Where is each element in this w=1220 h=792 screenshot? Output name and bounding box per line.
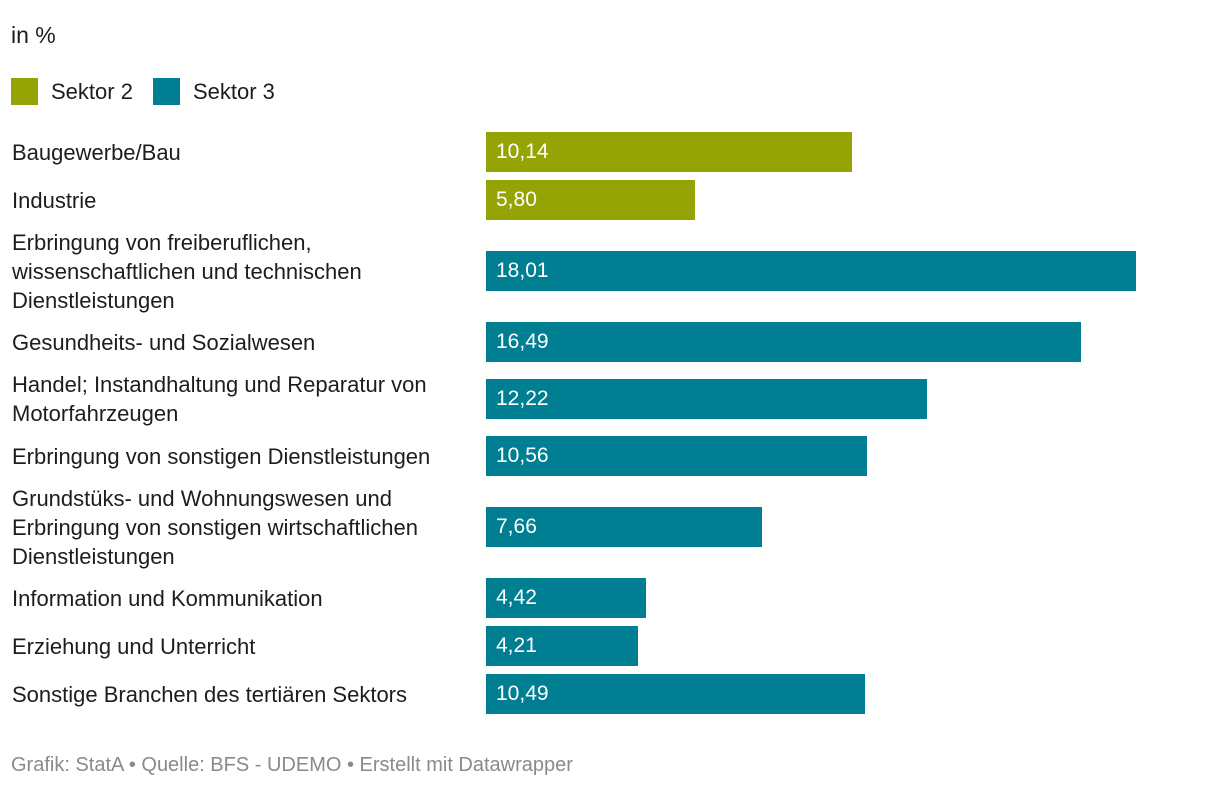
category-label: Information und Kommunikation	[12, 585, 323, 611]
legend-item-sektor-3: Sektor 3	[152, 78, 275, 105]
bar: 12,22	[486, 379, 927, 419]
bar-row: Erziehung und Unterricht 4,21	[0, 624, 1220, 668]
bar: 18,01	[486, 251, 1136, 291]
bar-value-label: 4,42	[496, 586, 537, 609]
bar-row: Baugewerbe/Bau 10,14	[0, 130, 1220, 174]
category-label: Erbringung von sonstigen Dienstleistunge…	[12, 443, 431, 469]
category-label: Grundstüks- und Wohnungswesen und Erbrin…	[12, 485, 419, 569]
bar-value-label: 12,22	[496, 387, 549, 410]
bar: 7,66	[486, 507, 762, 547]
bar-row: Industrie 5,80	[0, 178, 1220, 222]
bar: 5,80	[486, 180, 695, 220]
bar-row: Erbringung von sonstigen Dienstleistunge…	[0, 434, 1220, 478]
bar-value-label: 4,21	[496, 634, 537, 657]
category-label: Handel; Instandhaltung und Reparatur von…	[12, 372, 427, 426]
bar: 4,42	[486, 578, 646, 618]
bar-value-label: 10,49	[496, 682, 549, 705]
bar-row: Gesundheits- und Sozialwesen 16,49	[0, 320, 1220, 364]
bar-row: Handel; Instandhaltung und Reparatur von…	[0, 368, 1220, 430]
category-label: Erbringung von freiberuflichen, wissensc…	[12, 229, 362, 313]
bar: 16,49	[486, 322, 1081, 362]
category-label: Gesundheits- und Sozialwesen	[12, 329, 316, 355]
legend-swatch-sektor-2	[11, 78, 38, 105]
bar: 10,49	[486, 674, 865, 714]
bar-row: Information und Kommunikation 4,42	[0, 576, 1220, 620]
legend-item-sektor-2: Sektor 2	[11, 78, 133, 105]
category-label: Sonstige Branchen des tertiären Sektors	[12, 681, 408, 707]
source-footer: Grafik: StatA • Quelle: BFS - UDEMO • Er…	[11, 754, 573, 776]
bar-value-label: 5,80	[496, 188, 537, 211]
category-label: Erziehung und Unterricht	[12, 633, 256, 659]
bar-row: Grundstüks- und Wohnungswesen und Erbrin…	[0, 482, 1220, 572]
bar-row: Erbringung von freiberuflichen, wissensc…	[0, 226, 1220, 316]
bar-row: Sonstige Branchen des tertiären Sektors 1…	[0, 672, 1220, 716]
legend-label-sektor-3: Sektor 3	[192, 78, 275, 104]
bar: 10,14	[486, 132, 852, 172]
bar-value-label: 10,56	[496, 444, 549, 467]
bar-value-label: 7,66	[496, 515, 537, 538]
legend-swatch-sektor-3	[152, 78, 180, 105]
legend-label-sektor-2: Sektor 2	[51, 78, 133, 104]
category-label: Baugewerbe/Bau	[12, 139, 181, 165]
bar-value-label: 16,49	[496, 330, 549, 353]
category-label: Industrie	[12, 187, 97, 213]
chart-subtitle: in %	[11, 22, 56, 48]
bar-value-label: 10,14	[496, 140, 549, 163]
bar-value-label: 18,01	[496, 259, 549, 282]
bar: 4,21	[486, 626, 638, 666]
legend: Sektor 2 Sektor 3	[11, 78, 295, 105]
bar: 10,56	[486, 436, 867, 476]
